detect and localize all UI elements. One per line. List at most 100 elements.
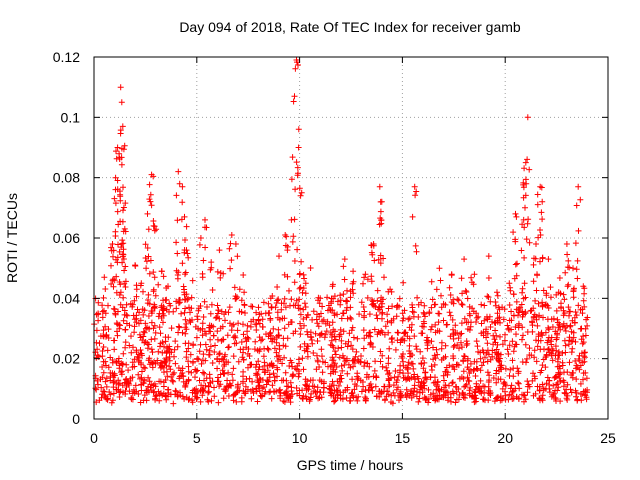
data-point: [484, 340, 491, 347]
data-point: [149, 349, 156, 356]
data-point: [200, 314, 207, 320]
data-point: [454, 361, 461, 368]
data-point: [338, 375, 345, 382]
data-point: [156, 397, 163, 404]
data-point: [418, 361, 425, 367]
data-point: [208, 259, 215, 266]
data-point: [425, 399, 432, 406]
data-point: [216, 383, 223, 390]
data-point: [182, 330, 189, 337]
data-point: [192, 374, 198, 381]
data-point: [428, 278, 435, 285]
data-point: [316, 313, 323, 320]
data-point: [519, 336, 525, 343]
data-point: [295, 126, 302, 133]
data-point: [270, 388, 277, 395]
data-point: [160, 379, 167, 386]
data-point: [580, 333, 587, 340]
data-point: [271, 336, 278, 343]
data-point: [385, 288, 392, 295]
data-point: [457, 331, 464, 338]
data-point: [385, 371, 391, 378]
data-point: [95, 299, 102, 306]
data-point: [347, 364, 354, 371]
data-point: [128, 349, 135, 356]
data-point: [473, 314, 480, 321]
data-point: [288, 176, 295, 183]
data-point: [99, 391, 106, 398]
data-point: [142, 365, 149, 372]
data-point: [425, 386, 432, 393]
data-point: [549, 357, 556, 364]
data-point: [416, 395, 423, 402]
data-point: [183, 354, 190, 361]
data-point: [220, 395, 227, 402]
data-point: [129, 301, 136, 308]
data-point: [240, 272, 247, 278]
data-point: [385, 355, 392, 362]
data-point: [462, 391, 469, 398]
data-point: [115, 241, 121, 248]
data-point: [444, 321, 451, 328]
data-point: [174, 343, 181, 350]
data-point: [337, 372, 344, 379]
data-point: [466, 390, 473, 397]
data-point: [411, 333, 418, 340]
data-point: [522, 204, 528, 211]
data-point: [475, 387, 482, 393]
data-point: [126, 388, 133, 395]
data-point: [273, 339, 280, 346]
data-point: [124, 380, 130, 387]
data-point: [142, 255, 149, 261]
data-point: [290, 98, 297, 105]
data-point: [561, 296, 568, 303]
data-point: [426, 309, 433, 316]
data-point: [582, 349, 588, 356]
data-point: [464, 340, 471, 347]
data-point: [384, 311, 391, 318]
data-point: [150, 389, 157, 396]
data-point: [148, 346, 155, 353]
data-point: [369, 387, 376, 394]
data-point: [182, 340, 189, 347]
data-point: [575, 302, 582, 309]
data-point: [179, 329, 186, 336]
data-point: [111, 337, 118, 344]
data-point: [450, 355, 457, 362]
data-point: [523, 359, 529, 366]
data-point: [573, 393, 579, 400]
data-point: [567, 323, 574, 330]
data-point: [543, 380, 550, 387]
data-point: [116, 292, 123, 298]
data-point: [491, 398, 498, 405]
data-point: [494, 341, 501, 348]
data-point: [319, 353, 325, 360]
data-point: [537, 258, 543, 265]
data-point: [484, 293, 491, 300]
data-point: [399, 317, 406, 324]
data-point: [119, 218, 126, 225]
data-point: [515, 380, 522, 387]
data-point: [349, 346, 356, 353]
data-point: [581, 358, 588, 365]
data-point: [113, 386, 120, 393]
data-point: [141, 376, 148, 383]
data-point: [131, 356, 138, 363]
data-point: [391, 374, 398, 381]
data-point: [318, 330, 325, 337]
data-point: [334, 378, 341, 385]
data-point: [526, 166, 533, 173]
data-point: [390, 382, 397, 389]
data-point: [253, 385, 260, 392]
data-point: [482, 354, 488, 361]
data-point: [331, 328, 338, 335]
data-point: [145, 226, 152, 233]
data-point: [408, 374, 415, 381]
data-point: [177, 297, 183, 303]
data-point: [560, 383, 567, 390]
data-point: [153, 392, 160, 399]
data-point: [559, 359, 566, 366]
data-point: [275, 352, 282, 359]
data-point: [273, 349, 280, 356]
data-point: [214, 374, 221, 381]
